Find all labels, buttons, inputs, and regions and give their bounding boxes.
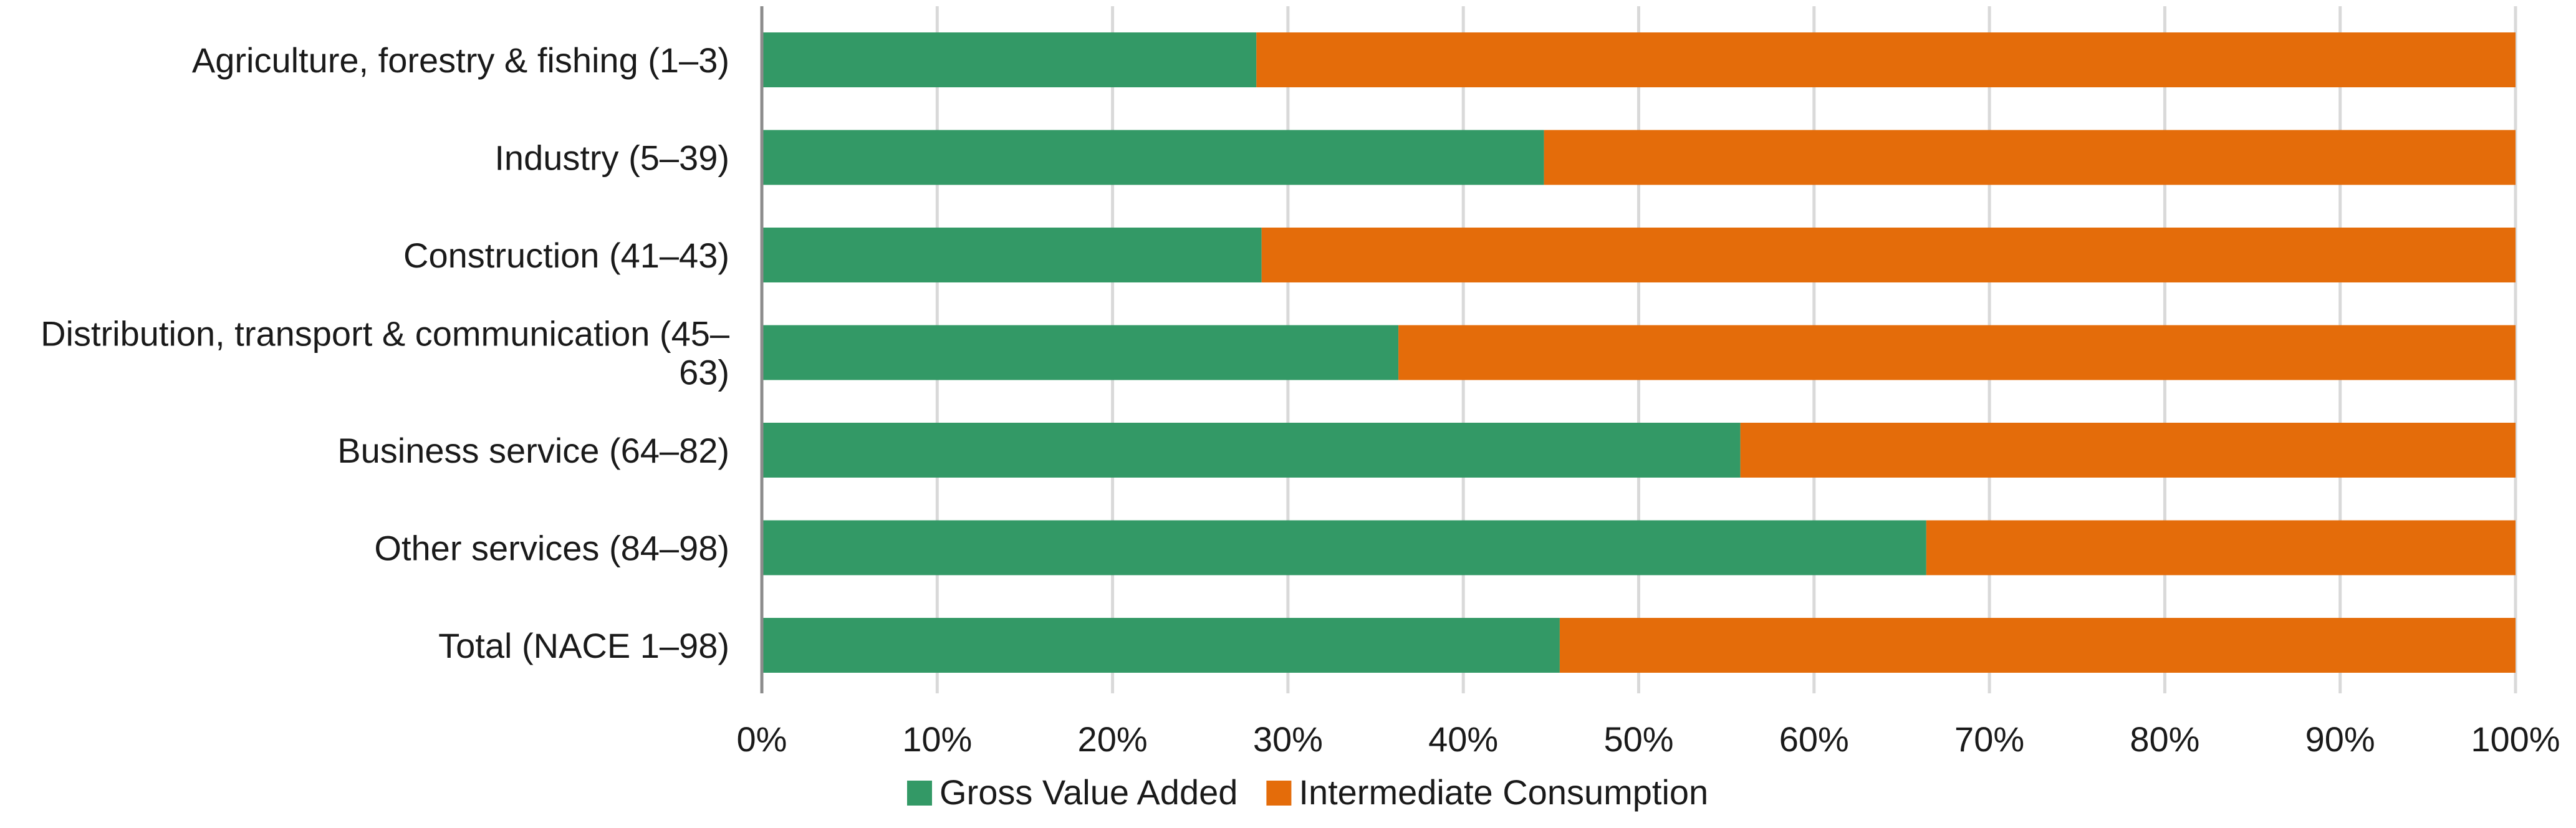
bar-segment bbox=[762, 32, 1257, 87]
bar-segment bbox=[1256, 32, 2516, 87]
x-tick-label: 40% bbox=[1428, 720, 1498, 759]
bar-segment bbox=[762, 423, 1741, 478]
x-tick-label: 80% bbox=[2130, 720, 2199, 759]
category-label: Agriculture, forestry & fishing (1–3) bbox=[192, 41, 729, 80]
x-tick-label: 10% bbox=[902, 720, 972, 759]
bar-segment bbox=[762, 228, 1262, 282]
bar-segment bbox=[762, 618, 1560, 673]
x-tick-label: 20% bbox=[1078, 720, 1148, 759]
bar-segment bbox=[1740, 423, 2516, 478]
legend-item: Gross Value Added bbox=[907, 773, 1238, 812]
bar-segment bbox=[1398, 325, 2516, 380]
bars bbox=[762, 32, 2516, 673]
bar-segment bbox=[1559, 618, 2516, 673]
legend-item: Intermediate Consumption bbox=[1266, 773, 1708, 812]
x-tick-label: 70% bbox=[1954, 720, 2024, 759]
legend-label: Intermediate Consumption bbox=[1299, 773, 1708, 812]
x-tick-label: 30% bbox=[1253, 720, 1323, 759]
bar-segment bbox=[1261, 228, 2516, 282]
legend-swatch bbox=[1266, 781, 1292, 806]
legend-swatch bbox=[907, 781, 932, 806]
x-tick-label: 50% bbox=[1603, 720, 1673, 759]
category-labels: Agriculture, forestry & fishing (1–3) Ind… bbox=[41, 41, 730, 665]
category-label: Business service (64–82) bbox=[337, 431, 729, 470]
category-label: Other services (84–98) bbox=[374, 529, 729, 568]
legend: Gross Value Added Intermediate Consumptio… bbox=[907, 773, 1708, 812]
category-label: Distribution, transport & communication … bbox=[41, 314, 730, 392]
x-tick-label: 60% bbox=[1779, 720, 1849, 759]
category-label: Industry (5–39) bbox=[494, 138, 729, 178]
category-label: Construction (41–43) bbox=[403, 236, 729, 275]
bar-segment bbox=[762, 520, 1926, 575]
category-label: Total (NACE 1–98) bbox=[438, 626, 729, 665]
x-tick-label: 100% bbox=[2471, 720, 2560, 759]
x-tick-label: 0% bbox=[737, 720, 787, 759]
bar-segment bbox=[1926, 520, 2516, 575]
bar-segment bbox=[762, 130, 1544, 185]
legend-label: Gross Value Added bbox=[940, 773, 1238, 812]
bar-segment bbox=[762, 325, 1399, 380]
x-tick-label: 90% bbox=[2305, 720, 2375, 759]
bar-segment bbox=[1544, 130, 2516, 185]
x-tick-labels: 0% 10% 20% 30% 40% 50% 60% 70% 80% 90% 100% bbox=[737, 720, 2560, 759]
